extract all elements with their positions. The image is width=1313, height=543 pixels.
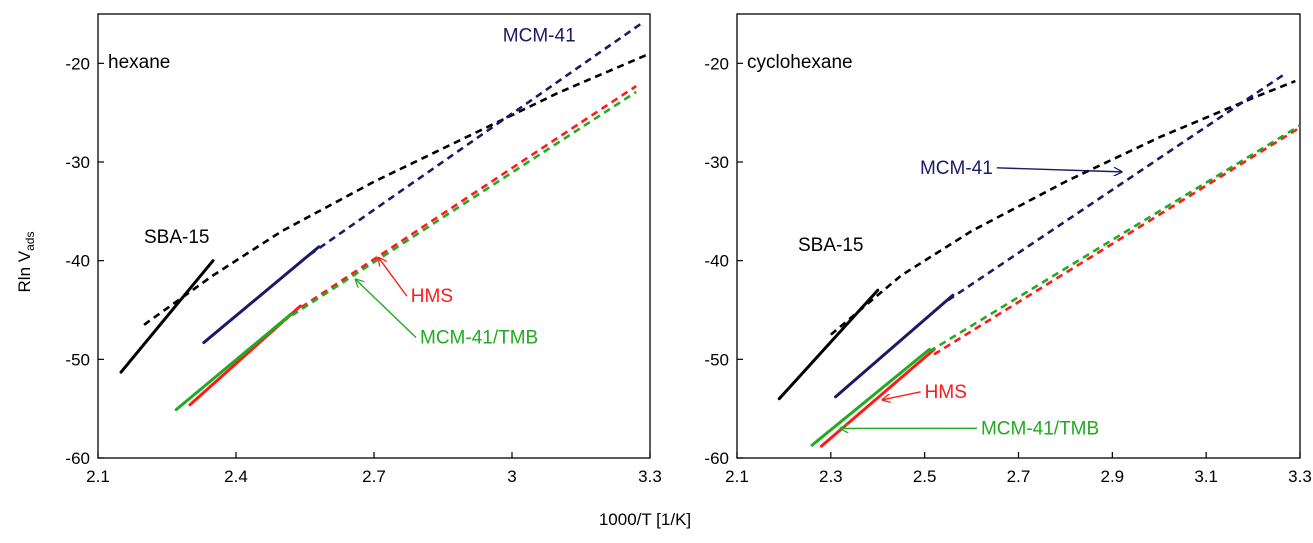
series-line-mcm-41-tmb-dashed — [282, 92, 636, 322]
x-tick-label: 2.9 — [1101, 467, 1125, 486]
annotation-hms: HMS — [411, 286, 453, 307]
panel-label: hexane — [108, 52, 170, 73]
y-tick-label: -50 — [65, 350, 90, 369]
y-tick-label: -60 — [704, 449, 729, 468]
x-tick-label: 2.4 — [224, 467, 248, 486]
series-line-mcm-41-solid — [204, 247, 319, 343]
y-tick-label: -60 — [65, 449, 90, 468]
annotation-mcm-41-tmb: MCM-41/TMB — [420, 328, 538, 349]
y-tick-label: -30 — [65, 153, 90, 172]
x-tick-label: 2.5 — [913, 467, 937, 486]
series-line-sba-15-dashed — [144, 53, 650, 324]
panel-cyclohexane: -20 -30 -40 -50 -602.1 2.3 2.5 2.7 2.9 3.1 3.3 cycl… — [704, 14, 1311, 486]
x-tick-label: 2.1 — [86, 467, 110, 486]
annotation-hms: HMS — [925, 382, 967, 403]
y-tick-label: -40 — [704, 252, 729, 271]
series-line-sba-15-solid — [121, 261, 213, 372]
x-tick-label: 3.3 — [638, 467, 662, 486]
x-tick-label: 2.7 — [1007, 467, 1031, 486]
x-tick-label: 2.7 — [362, 467, 386, 486]
y-tick-label: -20 — [704, 54, 729, 73]
y-axis-title: Rln Vads — [15, 232, 37, 293]
series-line-sba-15-dashed — [831, 81, 1295, 335]
y-tick-label: -30 — [704, 153, 729, 172]
x-tick-label: 3.3 — [1288, 467, 1312, 486]
x-tick-label: 3.1 — [1194, 467, 1218, 486]
x-axis-title: 1000/T [1/K] — [599, 510, 691, 529]
series-line-mcm-41-tmb-solid — [176, 314, 291, 410]
panel-hexane: -20 -30 -40 -50 -602.1 2.4 2.7 3 3.3 hexane SBA-15… — [65, 14, 661, 486]
y-tick-label: -40 — [65, 252, 90, 271]
annotation-mcm-41-tmb: MCM-41/TMB — [981, 418, 1099, 439]
series-line-mcm-41-dashed — [948, 73, 1286, 300]
annotation-arrow-hms — [379, 258, 407, 296]
annotation-arrow-mcm-41 — [997, 168, 1122, 172]
annotation-mcm-41: MCM-41 — [920, 158, 993, 179]
annotation-sba-15: SBA-15 — [798, 235, 863, 256]
y-tick-label: -50 — [704, 350, 729, 369]
x-tick-label: 3 — [507, 467, 516, 486]
panel-label: cyclohexane — [747, 52, 853, 73]
annotation-mcm-41: MCM-41 — [503, 26, 576, 47]
y-axis-title-main: Rln V — [15, 250, 34, 292]
x-tick-label: 2.1 — [725, 467, 749, 486]
series-line-hms-solid — [821, 349, 934, 446]
annotation-arrow-mcm-41-tmb — [356, 279, 416, 337]
annotation-arrow-hms — [882, 392, 920, 400]
annotation-sba-15: SBA-15 — [144, 227, 209, 248]
y-tick-label: -20 — [65, 54, 90, 73]
series-line-mcm-41-dashed — [310, 24, 641, 255]
x-tick-label: 2.3 — [819, 467, 843, 486]
series-line-mcm-41-tmb-solid — [812, 349, 929, 445]
series-line-hms-dashed — [291, 86, 636, 314]
y-axis-title-sub: ads — [23, 232, 37, 251]
